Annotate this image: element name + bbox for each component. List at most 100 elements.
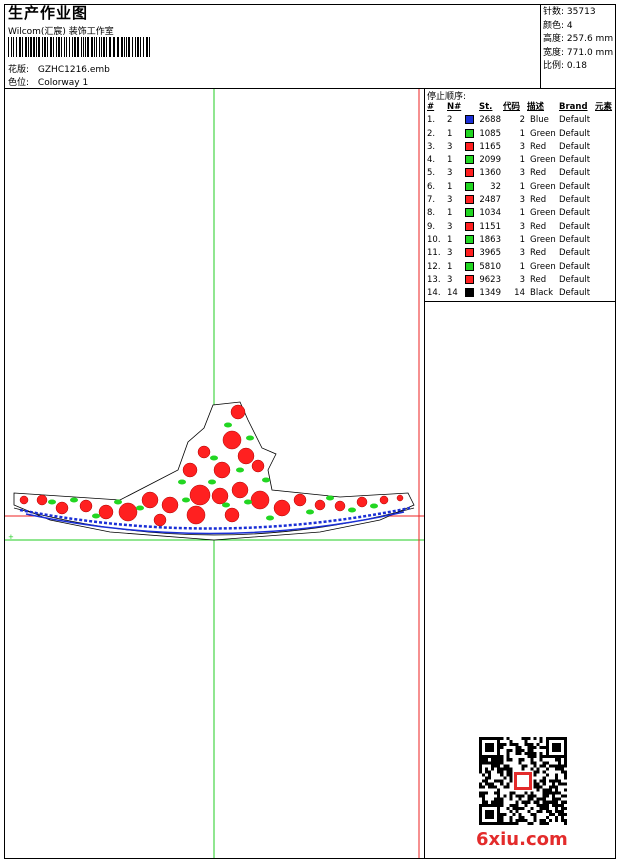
stop-code: 3 bbox=[519, 195, 525, 206]
stop-row: 7. 3 2487 3 Red Default bbox=[427, 194, 615, 207]
stop-code: 3 bbox=[519, 221, 525, 232]
stop-row: 13. 3 9623 3 Red Default bbox=[427, 274, 615, 287]
rose-motif bbox=[197, 445, 211, 459]
rose-motif bbox=[273, 499, 291, 517]
stop-code: 3 bbox=[519, 274, 525, 285]
stop-description: Green bbox=[530, 234, 556, 245]
stop-stitches: 1349 bbox=[479, 288, 501, 299]
rose-motif bbox=[224, 507, 240, 523]
stop-swatch bbox=[465, 128, 479, 141]
subtitle: Wilcom(汇宸) 装饰工作室 bbox=[8, 27, 114, 37]
stop-brand: Default bbox=[559, 261, 591, 272]
leaf-motif bbox=[70, 497, 78, 503]
stop-brand: Default bbox=[559, 274, 591, 285]
design-name-label: 花版: bbox=[8, 65, 30, 75]
stop-index: 6. bbox=[427, 181, 436, 192]
stop-brand: Default bbox=[559, 181, 591, 192]
color-swatch bbox=[465, 181, 474, 191]
leaf-motif bbox=[244, 499, 252, 505]
stop-stitches: 1165 bbox=[479, 141, 501, 152]
stop-swatch bbox=[465, 247, 479, 260]
stop-stitches: 2099 bbox=[479, 155, 501, 166]
stop-index: 1. bbox=[427, 115, 436, 126]
color-swatch bbox=[465, 208, 474, 218]
stop-description: Green bbox=[530, 208, 556, 219]
blue-scallop-border-2 bbox=[25, 511, 405, 535]
col-needle: N# bbox=[447, 102, 462, 112]
stop-swatch bbox=[465, 234, 479, 247]
stop-table-header: # N# St. 代码 描述 Brand 元素 bbox=[427, 101, 615, 114]
stop-index: 5. bbox=[427, 168, 436, 179]
stop-index: 2. bbox=[427, 128, 436, 139]
stop-description: Green bbox=[530, 261, 556, 272]
leaf-motif bbox=[136, 505, 144, 511]
color-swatch bbox=[465, 195, 474, 205]
rose-motif bbox=[118, 502, 138, 522]
leaf-motif bbox=[236, 467, 244, 473]
stop-swatch bbox=[465, 181, 479, 194]
rose-motif bbox=[36, 494, 48, 506]
col-brand: Brand bbox=[559, 102, 588, 112]
col-index: # bbox=[427, 102, 435, 112]
stop-code: 3 bbox=[519, 141, 525, 152]
stop-code: 2 bbox=[519, 115, 525, 126]
stop-element bbox=[595, 167, 615, 180]
stop-needle: 2 bbox=[447, 115, 453, 126]
stop-needle: 3 bbox=[447, 195, 453, 206]
stop-brand: Default bbox=[559, 234, 591, 245]
stop-element bbox=[595, 261, 615, 274]
stops-bottom-divider bbox=[424, 301, 616, 302]
color-swatch bbox=[465, 261, 474, 271]
stop-row: 8. 1 1034 1 Green Default bbox=[427, 207, 615, 220]
stop-needle: 1 bbox=[447, 234, 453, 245]
stop-description: Green bbox=[530, 181, 556, 192]
rose-motif bbox=[55, 501, 69, 515]
stop-index: 12. bbox=[427, 261, 441, 272]
stop-stitches: 1034 bbox=[479, 208, 501, 219]
stop-element bbox=[595, 181, 615, 194]
col-swatch bbox=[465, 101, 479, 114]
stop-brand: Default bbox=[559, 168, 591, 179]
col-element: 元素 bbox=[595, 102, 613, 112]
leaf-motif bbox=[306, 509, 314, 515]
stop-code: 1 bbox=[519, 181, 525, 192]
stop-row: 1. 2 2688 2 Blue Default bbox=[427, 114, 615, 127]
stop-stitches: 3965 bbox=[479, 248, 501, 259]
stop-index: 13. bbox=[427, 274, 441, 285]
color-swatch bbox=[465, 274, 474, 284]
stop-swatch bbox=[465, 114, 479, 127]
rose-motif bbox=[250, 490, 270, 510]
stats-divider bbox=[540, 4, 541, 89]
sidebar-divider bbox=[424, 88, 425, 859]
color-swatch bbox=[465, 288, 474, 298]
design-name-row: 花版: GZHC1216.emb bbox=[8, 62, 110, 75]
stop-row: 6. 1 32 1 Green Default bbox=[427, 181, 615, 194]
stop-swatch bbox=[465, 154, 479, 167]
stop-swatch bbox=[465, 194, 479, 207]
leaf-motif bbox=[178, 479, 186, 485]
stop-element bbox=[595, 247, 615, 260]
barcode bbox=[8, 37, 150, 57]
watermark-logo: 6xiu.com bbox=[476, 829, 568, 850]
color-swatch bbox=[465, 234, 474, 244]
stop-code: 1 bbox=[519, 234, 525, 245]
stat-stitches: 针数: 35713 bbox=[543, 7, 596, 17]
page-title: 生产作业图 bbox=[8, 4, 89, 22]
rose-motif bbox=[182, 462, 198, 478]
color-swatch bbox=[465, 115, 474, 125]
stop-code: 1 bbox=[519, 208, 525, 219]
rose-motif bbox=[211, 487, 229, 505]
rose-motif bbox=[153, 513, 167, 527]
rose-motif bbox=[314, 499, 326, 511]
stop-needle: 1 bbox=[447, 155, 453, 166]
stats-panel: 针数: 35713 颜色: 4 高度: 257.6 mm 宽度: 771.0 m… bbox=[543, 6, 613, 74]
stop-stitches: 2487 bbox=[479, 195, 501, 206]
design-name-value: GZHC1216.emb bbox=[37, 65, 110, 75]
rose-motif bbox=[98, 504, 114, 520]
col-stitches: St. bbox=[479, 102, 493, 112]
stop-row: 4. 1 2099 1 Green Default bbox=[427, 154, 615, 167]
stop-row: 10. 1 1863 1 Green Default bbox=[427, 234, 615, 247]
rose-motif bbox=[186, 505, 206, 525]
stop-index: 8. bbox=[427, 208, 436, 219]
qr-code bbox=[479, 737, 567, 825]
